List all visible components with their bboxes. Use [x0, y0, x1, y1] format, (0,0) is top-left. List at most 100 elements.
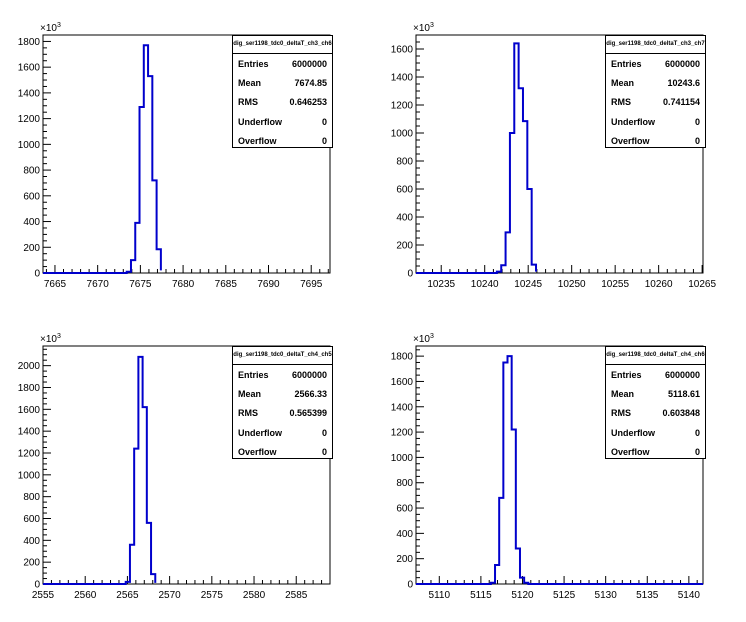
histogram-bin [506, 232, 510, 273]
histogram-ch3-ch7: 10235 10240 10245 10250 10255 10260 10265 0 200 4… [391, 22, 717, 290]
x-tick-label: 10260 [645, 279, 673, 290]
x-tick-label: 2565 [116, 590, 139, 601]
stats-row-underflow: Underflow 0 [238, 116, 327, 127]
y-tick-label: 800 [23, 492, 40, 503]
histogram-bin [501, 265, 505, 273]
y-tick-label: 0 [34, 269, 40, 280]
x-tick-label: 10245 [514, 279, 542, 290]
y-tick-label: 600 [23, 514, 40, 525]
histogram-bin [134, 449, 138, 584]
y-tick-label: 1200 [18, 114, 41, 125]
histogram-bin [140, 107, 144, 273]
y-tick-label: 1400 [391, 73, 414, 84]
y-tick-label: 600 [23, 191, 40, 202]
histogram-bin [503, 362, 507, 584]
histogram-bin [152, 180, 156, 273]
x-tick-label: 7695 [300, 279, 323, 290]
histogram-bin [510, 133, 514, 273]
y-tick-label: 600 [396, 185, 413, 196]
y-exponent-label: ×103 [40, 333, 61, 345]
x-tick-label: 5125 [553, 590, 576, 601]
y-tick-label: 400 [23, 536, 40, 547]
stats-row-mean: Mean 7674.85 [238, 77, 327, 88]
y-exponent-label: ×103 [413, 22, 434, 34]
histogram-pad-ch3-ch6: 7665 7670 7675 7680 7685 7690 7695 0 200 400 600 80… [0, 0, 373, 311]
stats-row-underflow: Underflow 0 [611, 427, 700, 438]
histogram-bin [138, 357, 142, 584]
histogram-bin [532, 265, 536, 273]
stats-row-mean: Mean 5118.61 [611, 388, 700, 399]
x-tick-label: 7670 [87, 279, 110, 290]
histogram-bin [499, 498, 503, 584]
stats-row-rms: RMS 0.565399 [238, 408, 327, 419]
histogram-bin [527, 189, 531, 273]
x-tick-label: 5130 [595, 590, 618, 601]
x-tick-label: 2585 [285, 590, 308, 601]
y-tick-label: 1200 [391, 428, 414, 439]
histogram-outline [43, 44, 162, 274]
y-tick-label: 1000 [391, 129, 414, 140]
x-tick-label: 5135 [636, 590, 659, 601]
y-tick-label: 1600 [391, 45, 414, 56]
stats-row-mean: Mean 10243.6 [611, 77, 700, 88]
y-tick-label: 1000 [18, 470, 41, 481]
stats-row-rms: RMS 0.646253 [238, 97, 327, 108]
histogram-bin [523, 121, 527, 273]
histogram-bin [144, 45, 148, 273]
y-tick-label: 800 [396, 478, 413, 489]
stats-row-rms: RMS 0.603848 [611, 408, 700, 419]
y-tick-label: 200 [396, 241, 413, 252]
y-tick-label: 800 [23, 166, 40, 177]
y-tick-label: 1800 [18, 383, 41, 394]
stats-title: dig_ser1198_tdc0_deltaT_ch3_ch6 [233, 36, 332, 54]
histogram-pad-ch4-ch6: 5110 5115 5120 5125 5130 5135 5140 0 200 400 600 80… [373, 311, 746, 622]
histogram-bin [135, 223, 139, 273]
histogram-bin [130, 545, 134, 584]
stats-title: dig_ser1198_tdc0_deltaT_ch4_ch5 [233, 347, 332, 365]
stats-title: dig_ser1198_tdc0_deltaT_ch4_ch6 [606, 347, 705, 365]
y-tick-label: 1600 [18, 63, 41, 74]
x-tick-label: 10240 [471, 279, 499, 290]
stats-title: dig_ser1198_tdc0_deltaT_ch3_ch7 [606, 36, 705, 54]
stats-row-underflow: Underflow 0 [611, 116, 700, 127]
x-tick-label: 10255 [601, 279, 629, 290]
histogram-bin [508, 356, 512, 584]
y-tick-label: 1800 [18, 37, 41, 48]
histogram-outline [416, 42, 538, 274]
y-tick-label: 400 [396, 529, 413, 540]
y-tick-label: 1600 [18, 405, 41, 416]
histogram-bin [514, 43, 518, 273]
histogram-outline [43, 355, 157, 585]
stats-row-entries: Entries 6000000 [238, 369, 327, 380]
y-tick-label: 1200 [391, 101, 414, 112]
histogram-bin [519, 88, 523, 273]
x-tick-label: 5115 [470, 590, 492, 601]
y-tick-label: 0 [407, 580, 413, 591]
y-tick-label: 400 [396, 213, 413, 224]
stats-row-entries: Entries 6000000 [611, 58, 700, 69]
x-tick-label: 5140 [678, 590, 701, 601]
histogram-bin [143, 407, 147, 584]
y-tick-label: 800 [396, 157, 413, 168]
x-tick-label: 7685 [215, 279, 238, 290]
stats-box: dig_ser1198_tdc0_deltaT_ch3_ch6 Entries 6… [232, 35, 333, 148]
histogram-ch4-ch5: 2555 2560 2565 2570 2575 2580 2585 0 200 400 600 80… [18, 333, 331, 601]
y-exponent-label: ×103 [40, 22, 61, 34]
y-tick-label: 2000 [18, 361, 41, 372]
histogram-bin [516, 549, 520, 584]
histogram-bin [127, 272, 131, 273]
histogram-pad-ch3-ch7: 10235 10240 10245 10250 10255 10260 10265 0 200 4… [373, 0, 746, 311]
y-tick-label: 1200 [18, 448, 41, 459]
y-exponent-label: ×103 [413, 333, 434, 345]
y-tick-label: 1400 [391, 402, 414, 413]
x-tick-label: 5110 [429, 590, 451, 601]
histogram-bin [151, 574, 155, 584]
stats-row-entries: Entries 6000000 [611, 369, 700, 380]
histogram-bin [148, 76, 152, 273]
histogram-bin [126, 582, 130, 584]
histogram-outline [416, 355, 703, 585]
y-tick-label: 0 [407, 269, 413, 280]
x-tick-label: 10265 [688, 279, 716, 290]
histogram-ch4-ch6: 5110 5115 5120 5125 5130 5135 5140 0 200 400 600 80… [391, 333, 704, 601]
y-tick-label: 400 [23, 217, 40, 228]
